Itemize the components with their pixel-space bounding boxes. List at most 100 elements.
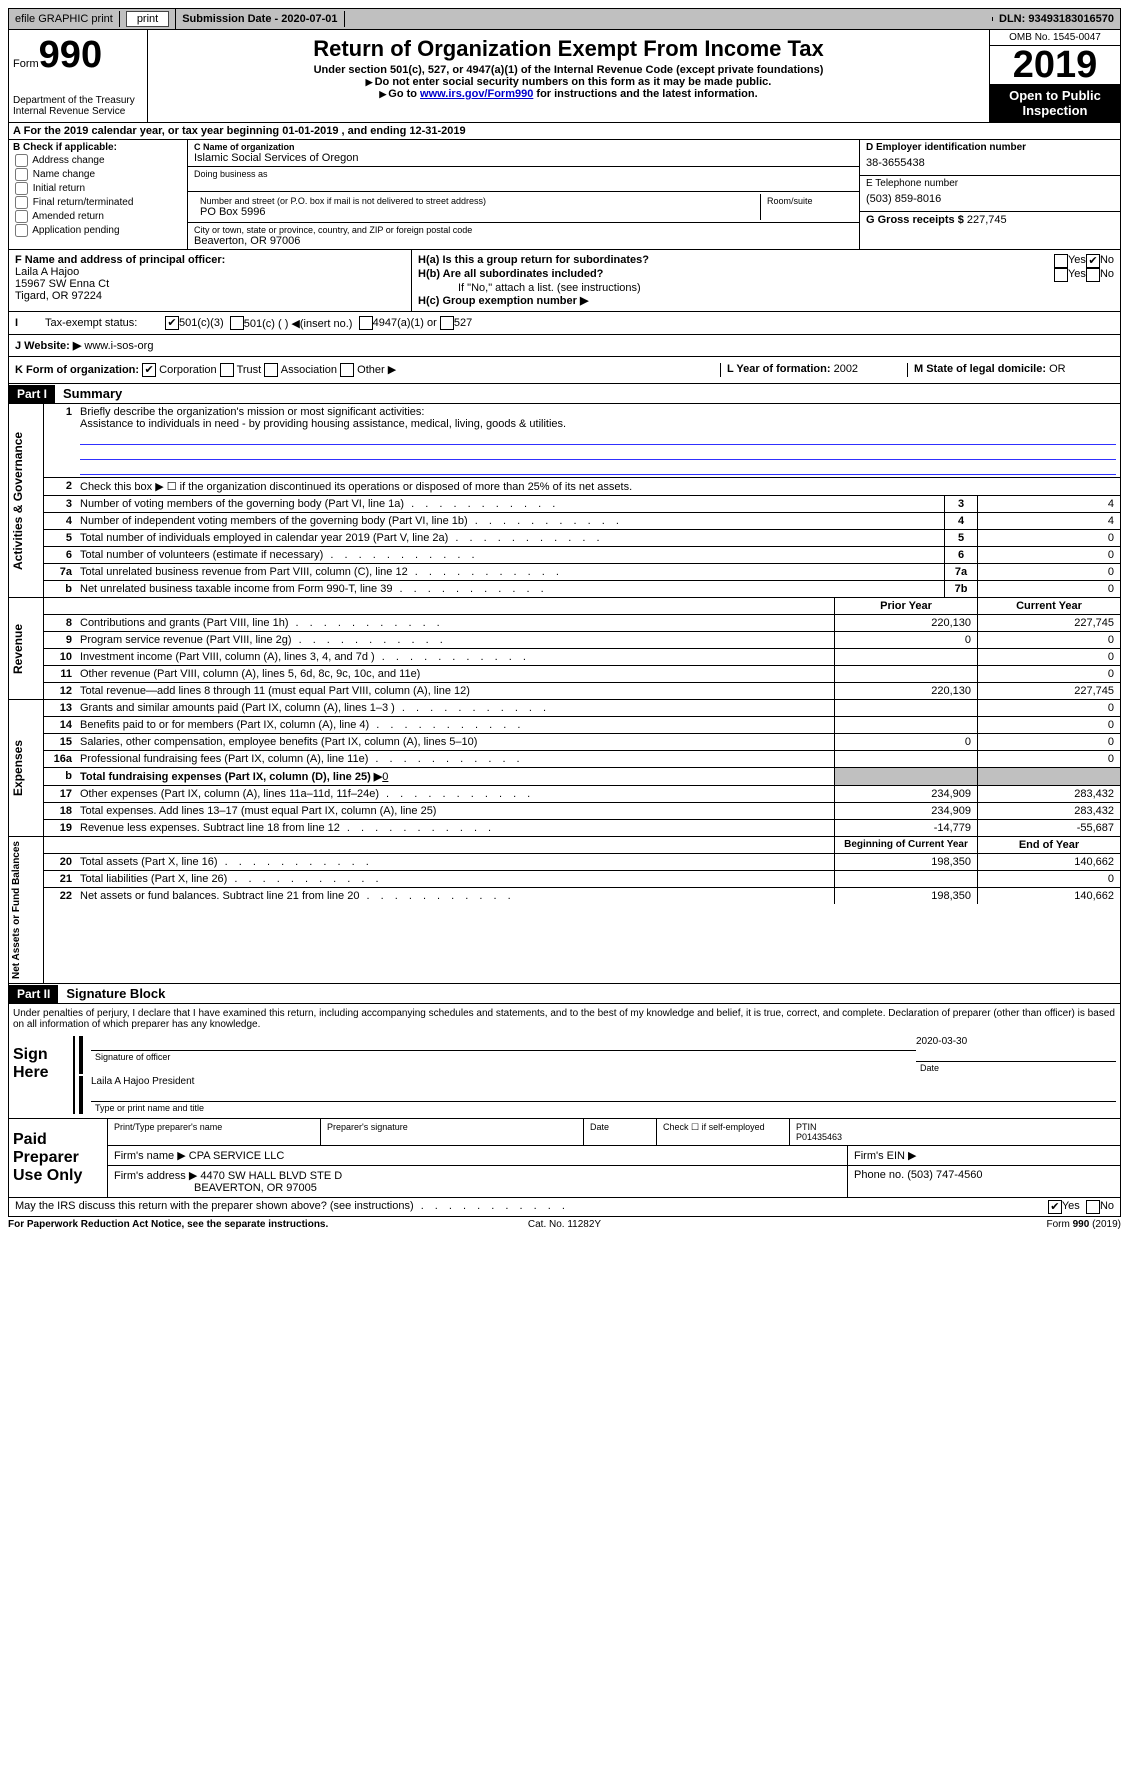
l16b-text: Total fundraising expenses (Part IX, col… bbox=[80, 771, 382, 783]
form-title: Return of Organization Exempt From Incom… bbox=[152, 36, 985, 62]
identity-block: B Check if applicable: Address change Na… bbox=[8, 140, 1121, 250]
l8-p: 220,130 bbox=[834, 615, 977, 631]
l11-c: 0 bbox=[977, 666, 1120, 682]
app-pending-option[interactable]: Application pending bbox=[13, 224, 183, 237]
form-subtitle: Under section 501(c), 527, or 4947(a)(1)… bbox=[152, 64, 985, 76]
year-formation-value: 2002 bbox=[834, 363, 858, 375]
sig-officer-label: Signature of officer bbox=[91, 1051, 916, 1063]
l15-c: 0 bbox=[977, 734, 1120, 750]
ha-no-check[interactable]: ✔ bbox=[1086, 254, 1100, 268]
side-expenses: Expenses bbox=[9, 700, 44, 836]
discuss-row: May the IRS discuss this return with the… bbox=[8, 1198, 1121, 1217]
form-header: Form990 Department of the Treasury Inter… bbox=[8, 30, 1121, 123]
final-return-option[interactable]: Final return/terminated bbox=[13, 196, 183, 209]
gross-receipts-value: 227,745 bbox=[967, 214, 1007, 226]
l19-text: Revenue less expenses. Subtract line 18 … bbox=[76, 820, 834, 836]
initial-return-option[interactable]: Initial return bbox=[13, 182, 183, 195]
ha-text: H(a) Is this a group return for subordin… bbox=[418, 254, 1054, 268]
box-deg: D Employer identification number 38-3655… bbox=[859, 140, 1120, 249]
fh-block: F Name and address of principal officer:… bbox=[8, 250, 1121, 312]
city-value: Beaverton, OR 97006 bbox=[194, 235, 853, 247]
assoc-check[interactable] bbox=[264, 363, 278, 377]
l18-c: 283,432 bbox=[977, 803, 1120, 819]
trust-check[interactable] bbox=[220, 363, 234, 377]
l17-text: Other expenses (Part IX, column (A), lin… bbox=[76, 786, 834, 802]
sig-name-title-label: Type or print name and title bbox=[91, 1102, 208, 1114]
hb-yes-check[interactable] bbox=[1054, 268, 1068, 282]
ein-label: D Employer identification number bbox=[866, 142, 1114, 153]
print-button[interactable]: print bbox=[126, 11, 169, 27]
l9-text: Program service revenue (Part VIII, line… bbox=[76, 632, 834, 648]
501c-check[interactable] bbox=[230, 316, 244, 330]
l8-c: 227,745 bbox=[977, 615, 1120, 631]
submission-date: Submission Date - 2020-07-01 bbox=[176, 11, 344, 27]
l11-text: Other revenue (Part VIII, column (A), li… bbox=[76, 666, 834, 682]
l10-p bbox=[834, 649, 977, 665]
l13-text: Grants and similar amounts paid (Part IX… bbox=[76, 700, 834, 716]
box-b: B Check if applicable: Address change Na… bbox=[9, 140, 188, 249]
box-c: C Name of organization Islamic Social Se… bbox=[188, 140, 859, 249]
l5-val: 0 bbox=[977, 530, 1120, 546]
hdr-begin: Beginning of Current Year bbox=[834, 837, 977, 853]
l10-c: 0 bbox=[977, 649, 1120, 665]
l1-value: Assistance to individuals in need - by p… bbox=[80, 418, 1116, 430]
l16a-c: 0 bbox=[977, 751, 1120, 767]
hb-no-check[interactable] bbox=[1086, 268, 1100, 282]
revenue-table: Revenue Prior YearCurrent Year 8Contribu… bbox=[8, 598, 1121, 700]
goto-prefix: Go to bbox=[379, 88, 420, 100]
hdr-end: End of Year bbox=[977, 837, 1120, 853]
l14-text: Benefits paid to or for members (Part IX… bbox=[76, 717, 834, 733]
corp-check[interactable]: ✔ bbox=[142, 363, 156, 377]
l21-c: 0 bbox=[977, 871, 1120, 887]
form-number: 990 bbox=[39, 34, 102, 76]
l19-p: -14,779 bbox=[834, 820, 977, 836]
l14-c: 0 bbox=[977, 717, 1120, 733]
box-h: H(a) Is this a group return for subordin… bbox=[412, 250, 1120, 311]
netassets-table: Net Assets or Fund Balances Beginning of… bbox=[8, 837, 1121, 984]
other-check[interactable] bbox=[340, 363, 354, 377]
ptin-hdr: PTIN bbox=[796, 1122, 1114, 1132]
501c3-check[interactable]: ✔ bbox=[165, 316, 179, 330]
l4-val: 4 bbox=[977, 513, 1120, 529]
sig-name-title: Laila A Hajoo President bbox=[91, 1076, 1116, 1087]
hc-text: H(c) Group exemption number ▶ bbox=[418, 294, 1114, 307]
l1-text: Briefly describe the organization's miss… bbox=[80, 406, 1116, 418]
ha-yes-check[interactable] bbox=[1054, 254, 1068, 268]
topbar-spacer bbox=[345, 17, 994, 21]
ptin-val: P01435463 bbox=[796, 1132, 1114, 1142]
l11-p bbox=[834, 666, 977, 682]
firm-phone: (503) 747-4560 bbox=[907, 1169, 982, 1181]
side-activities: Activities & Governance bbox=[9, 404, 44, 597]
goto-suffix: for instructions and the latest informat… bbox=[533, 88, 757, 100]
footer-right: Form 990 (2019) bbox=[750, 1219, 1121, 1230]
4947-check[interactable] bbox=[359, 316, 373, 330]
addr-change-option[interactable]: Address change bbox=[13, 154, 183, 167]
l14-p bbox=[834, 717, 977, 733]
part2-label: Part II bbox=[9, 985, 58, 1003]
l2-text: Check this box ▶ ☐ if the organization d… bbox=[76, 478, 1120, 495]
firm-ein-lbl: Firm's EIN ▶ bbox=[848, 1146, 1120, 1165]
year-formation-label: L Year of formation: bbox=[727, 363, 831, 375]
phone-label: E Telephone number bbox=[866, 178, 1114, 189]
part1-title: Summary bbox=[55, 384, 130, 403]
discuss-yes-check[interactable]: ✔ bbox=[1048, 1200, 1062, 1214]
hb-note: If "No," attach a list. (see instruction… bbox=[418, 282, 1114, 294]
top-bar: efile GRAPHIC print print Submission Dat… bbox=[8, 8, 1121, 30]
irs-link[interactable]: www.irs.gov/Form990 bbox=[420, 88, 533, 100]
l9-p: 0 bbox=[834, 632, 977, 648]
l3-text: Number of voting members of the governin… bbox=[76, 496, 944, 512]
city-label: City or town, state or province, country… bbox=[194, 225, 853, 235]
firm-addr2: BEAVERTON, OR 97005 bbox=[114, 1182, 317, 1194]
l8-text: Contributions and grants (Part VIII, lin… bbox=[76, 615, 834, 631]
website-row: J Website: ▶ www.i-sos-org bbox=[8, 335, 1121, 357]
part1-bar: Part I Summary bbox=[8, 384, 1121, 404]
name-change-option[interactable]: Name change bbox=[13, 168, 183, 181]
l13-p bbox=[834, 700, 977, 716]
l17-c: 283,432 bbox=[977, 786, 1120, 802]
officer-label: F Name and address of principal officer: bbox=[15, 254, 405, 266]
discuss-no-check[interactable] bbox=[1086, 1200, 1100, 1214]
phone-value: (503) 859-8016 bbox=[866, 189, 1114, 209]
amended-return-option[interactable]: Amended return bbox=[13, 210, 183, 223]
period-row: A For the 2019 calendar year, or tax yea… bbox=[8, 123, 1121, 140]
527-check[interactable] bbox=[440, 316, 454, 330]
